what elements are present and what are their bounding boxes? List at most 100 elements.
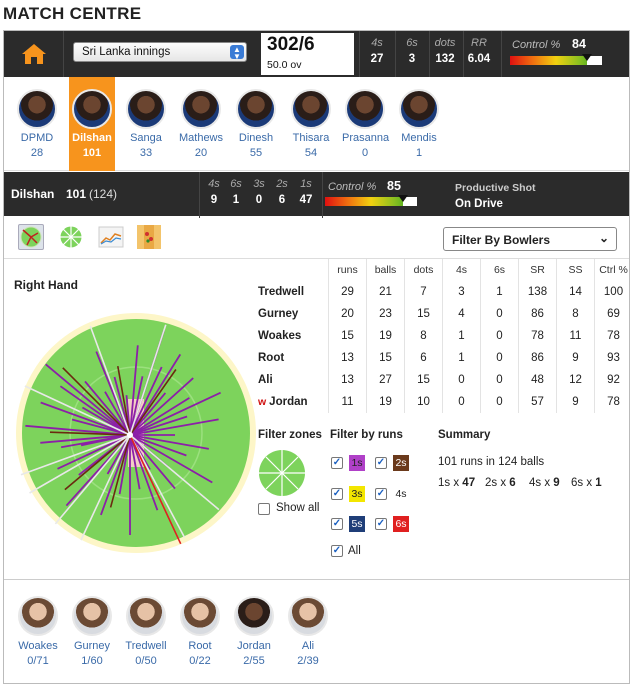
table-row[interactable]: Ali 13 27 15 0 0 48 12 92	[256, 369, 632, 391]
table-row[interactable]: Gurney 20 23 15 4 0 86 8 69	[256, 303, 632, 325]
score-total: 302/6	[267, 34, 315, 55]
home-button[interactable]	[4, 31, 64, 77]
wicket-marker: w	[258, 396, 267, 408]
shot-line-two	[49, 431, 131, 436]
shot-line-one	[45, 363, 131, 436]
table-cell: 13	[328, 369, 366, 391]
bowler-name: Ali	[301, 640, 315, 652]
cur-control-value: 85	[387, 179, 401, 193]
batsman-dpmd[interactable]: DPMD 28	[14, 77, 60, 171]
shot-line-one	[129, 434, 213, 484]
column-header: Ctrl %	[594, 259, 632, 281]
pitch-map-view-button[interactable]	[136, 224, 162, 250]
team-control-label: Control %	[512, 39, 561, 51]
bowler-figures: 2/55	[243, 655, 265, 667]
bowler-figures: 0/50	[135, 655, 157, 667]
filter-4s-checkbox[interactable]: ✓	[375, 488, 387, 500]
avatar	[291, 89, 331, 129]
filter-5s-checkbox[interactable]: ✓	[331, 518, 343, 530]
run-badge-1s: 1s	[349, 455, 365, 471]
batsman-mendis[interactable]: Mendis 1	[396, 77, 442, 171]
batsman-dilshan[interactable]: Dilshan 101	[69, 77, 115, 171]
show-all-checkbox[interactable]	[258, 503, 270, 515]
avatar	[288, 596, 328, 636]
filter-6s-checkbox[interactable]: ✓	[375, 518, 387, 530]
all-runs-checkbox[interactable]: ✓	[331, 545, 343, 557]
table-cell: 4	[442, 303, 480, 325]
shot-line-one	[104, 391, 131, 436]
avatar	[345, 89, 385, 129]
innings-header: Sri Lanka innings ▲ ▼ 302/6 50.0 ov 4s 27 …	[4, 31, 629, 77]
shot-line-one	[129, 434, 176, 490]
filter-by-select[interactable]: Filter By Bowlers ⌄	[443, 227, 617, 251]
shot-line-four	[24, 385, 131, 436]
innings-select-value: Sri Lanka innings	[82, 46, 171, 58]
bowler-name: Gurney	[258, 308, 299, 320]
batsman-thisara[interactable]: Thisara 54	[288, 77, 334, 171]
batsman-mathews[interactable]: Mathews 20	[178, 77, 224, 171]
shot-line-four	[129, 434, 186, 538]
batsman-name: Thisara	[292, 132, 330, 144]
select-arrows-icon: ▲ ▼	[230, 45, 244, 61]
wagon-wheel-view-button[interactable]	[18, 224, 44, 250]
table-cell: 9	[556, 391, 594, 413]
bowler-root[interactable]: Root 0/22	[174, 596, 226, 667]
bowler-name: Gurney	[73, 640, 111, 652]
batsman-name: Dinesh	[238, 132, 274, 144]
table-cell: 100	[594, 281, 632, 303]
page-title: MATCH CENTRE	[3, 4, 142, 23]
summary-sixes: 6s x 1	[571, 477, 602, 489]
filter-zones-selector[interactable]	[258, 449, 306, 497]
table-row[interactable]: Tredwell 29 21 7 3 1 138 14 100	[256, 281, 632, 303]
bowler-gurney[interactable]: Gurney 1/60	[66, 596, 118, 667]
avatar	[126, 89, 166, 129]
table-cell: 29	[328, 281, 366, 303]
batsman-runs: 55	[249, 147, 263, 159]
table-cell: 11	[328, 391, 366, 413]
bowler-tredwell[interactable]: Tredwell 0/50	[120, 596, 172, 667]
table-row[interactable]: Root 13 15 6 1 0 86 9 93	[256, 347, 632, 369]
bowler-name: Jordan	[237, 640, 271, 652]
table-cell: 93	[594, 347, 632, 369]
bowler-jordan[interactable]: Jordan 2/55	[228, 596, 280, 667]
bowler-figures: 0/71	[27, 655, 49, 667]
table-cell: 9	[556, 347, 594, 369]
table-header: runs balls dots 4s 6s SR SS Ctrl %	[256, 259, 632, 281]
zones-view-button[interactable]	[58, 224, 84, 250]
table-cell: 19	[366, 325, 404, 347]
table-cell: 57	[518, 391, 556, 413]
stat-4s: 4s 27	[370, 37, 384, 65]
cur-stat-6s: 6s 1	[230, 178, 242, 206]
batsman-prasanna[interactable]: Prasanna 0	[342, 77, 389, 171]
shot-line-one	[129, 392, 167, 436]
batsmen-row: DPMD 28 Dilshan 101 Sanga 33 Mathews 20 Dinesh 55…	[4, 77, 629, 171]
table-cell: 11	[556, 325, 594, 347]
run-badge-2s: 2s	[393, 455, 409, 471]
table-cell: 21	[366, 281, 404, 303]
batsman-sanga[interactable]: Sanga 33	[123, 77, 169, 171]
batsman-runs: 101	[82, 147, 102, 159]
filter-zones-label: Filter zones	[258, 429, 322, 441]
innings-select[interactable]: Sri Lanka innings ▲ ▼	[73, 42, 247, 62]
shot-line-six	[129, 434, 182, 545]
worm-view-button[interactable]	[98, 224, 124, 250]
shot-line-four	[29, 434, 131, 494]
bowler-name: w Jordan	[258, 396, 308, 408]
productive-shot-label: Productive Shot	[455, 182, 536, 194]
filter-1s-checkbox[interactable]: ✓	[331, 457, 343, 469]
show-all-label: Show all	[276, 502, 320, 514]
shot-line-one	[129, 376, 144, 436]
shot-line-one	[129, 377, 194, 436]
bowler-woakes[interactable]: Woakes 0/71	[12, 596, 64, 667]
batsman-dinesh[interactable]: Dinesh 55	[233, 77, 279, 171]
score-box: 302/6 50.0 ov	[261, 33, 354, 75]
filter-3s-checkbox[interactable]: ✓	[331, 488, 343, 500]
bowler-ali[interactable]: Ali 2/39	[282, 596, 334, 667]
table-row[interactable]: Woakes 15 19 8 1 0 78 11 78	[256, 325, 632, 347]
filter-2s-checkbox[interactable]: ✓	[375, 457, 387, 469]
stat-6s: 6s 3	[406, 37, 418, 65]
batsman-position-dot	[127, 432, 133, 438]
summary-label: Summary	[438, 429, 491, 441]
table-row[interactable]: w Jordan 11 19 10 0 0 57 9 78	[256, 391, 632, 413]
wagon-wheel-icon	[20, 226, 42, 248]
